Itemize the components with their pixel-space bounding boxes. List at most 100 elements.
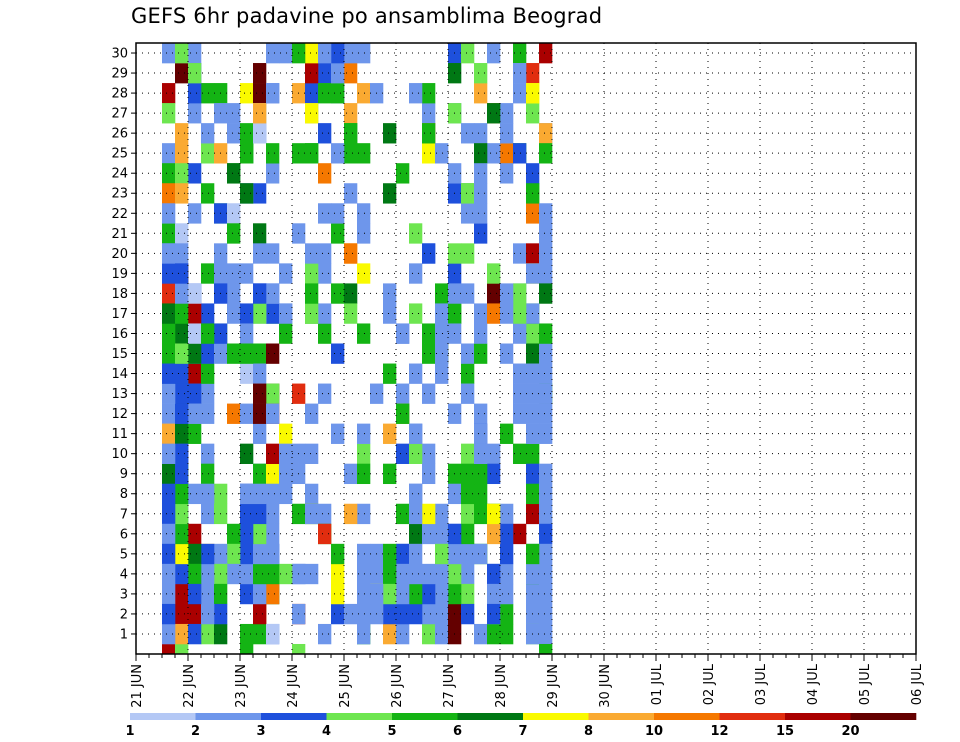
heatmap-cell [162, 303, 176, 324]
legend-swatch [195, 713, 262, 720]
heatmap-cell [539, 423, 553, 444]
y-tick-label: 27 [111, 107, 128, 122]
heatmap-cell [266, 143, 280, 164]
heatmap-cell [539, 503, 553, 525]
heatmap-cell [461, 243, 475, 264]
heatmap-cell [357, 463, 371, 485]
heatmap-cell [331, 343, 345, 364]
heatmap-cell [253, 183, 267, 204]
heatmap-cell [383, 303, 397, 324]
heatmap-cell [344, 243, 358, 264]
heatmap-cell [162, 643, 176, 655]
heatmap-cell [162, 323, 176, 344]
heatmap-cell [357, 323, 371, 344]
heatmap-cell [474, 63, 488, 84]
heatmap-cell [357, 603, 371, 625]
heatmap-cell [175, 643, 189, 655]
y-tick-label: 3 [120, 587, 128, 602]
heatmap-cell [357, 443, 371, 464]
heatmap-cell [279, 423, 293, 444]
heatmap-cell [201, 263, 215, 284]
heatmap-cell [331, 543, 345, 565]
heatmap-cell [240, 123, 254, 144]
heatmap-cell [175, 423, 189, 444]
y-tick-label: 17 [111, 307, 128, 322]
heatmap-cell [409, 423, 423, 444]
heatmap-cell [188, 163, 202, 184]
heatmap-cell [500, 503, 514, 525]
heatmap-cell [162, 463, 176, 485]
y-tick-label: 22 [111, 207, 128, 222]
y-tick-label: 24 [111, 167, 128, 182]
heatmap-cell [513, 143, 527, 164]
heatmap-cell [188, 403, 202, 424]
heatmap-cell [331, 63, 345, 84]
heatmap-cell [318, 263, 332, 284]
heatmap-cell [227, 523, 241, 545]
heatmap-cell [500, 103, 514, 124]
heatmap-cell [383, 583, 397, 605]
heatmap-cell [487, 603, 501, 625]
heatmap-cell [539, 383, 553, 404]
y-tick-label: 18 [111, 287, 128, 302]
heatmap-cell [461, 203, 475, 224]
heatmap-cell [383, 463, 397, 485]
heatmap-cell [188, 323, 202, 344]
legend-label: 20 [841, 724, 859, 739]
heatmap-cell [409, 523, 423, 545]
heatmap-cell [487, 503, 501, 525]
heatmap-cell [513, 523, 527, 545]
heatmap-cell [487, 143, 501, 164]
heatmap-cell [357, 223, 371, 244]
legend-label: 2 [191, 724, 200, 739]
heatmap-cell [461, 443, 475, 464]
heatmap-cell [266, 83, 280, 104]
heatmap-cell [240, 563, 254, 585]
heatmap-cell [435, 523, 449, 545]
heatmap-cell [253, 363, 267, 384]
heatmap-cell [474, 623, 488, 645]
x-tick-label: 28 JUN [494, 664, 509, 708]
heatmap-cell [175, 343, 189, 364]
heatmap-cell [253, 623, 267, 645]
heatmap-cell [487, 623, 501, 645]
heatmap-cell [461, 283, 475, 304]
heatmap-cell [461, 583, 475, 605]
heatmap-cell [175, 383, 189, 404]
heatmap-cell [474, 123, 488, 144]
heatmap-cell [474, 303, 488, 324]
heatmap-cell [474, 183, 488, 204]
x-tick-label: 01 JUL [650, 663, 665, 705]
heatmap-cell [344, 503, 358, 525]
heatmap-cell [162, 103, 176, 124]
heatmap-cell [500, 143, 514, 164]
heatmap-cell [396, 623, 410, 645]
heatmap-cell [305, 103, 319, 124]
heatmap-cell [539, 603, 553, 625]
heatmap-cell [305, 83, 319, 104]
heatmap-cell [266, 583, 280, 605]
heatmap-cell [461, 123, 475, 144]
heatmap-cell [474, 403, 488, 424]
heatmap-cell [240, 183, 254, 204]
heatmap-cell [227, 303, 241, 324]
heatmap-cell [474, 443, 488, 464]
heatmap-cell [201, 583, 215, 605]
heatmap-cell [253, 83, 267, 104]
heatmap-cell [175, 223, 189, 244]
heatmap-cell [344, 63, 358, 84]
heatmap-cell [318, 83, 332, 104]
heatmap-cell [175, 63, 189, 84]
heatmap-cell [344, 463, 358, 485]
heatmap-cell [188, 343, 202, 364]
heatmap-cell [318, 383, 332, 404]
heatmap-cell [201, 463, 215, 485]
heatmap-cell [305, 483, 319, 505]
x-tick-label: 02 JUL [702, 663, 717, 705]
heatmap-cell [357, 43, 371, 64]
y-tick-label: 21 [111, 227, 128, 242]
y-tick-label: 26 [111, 127, 128, 142]
heatmap-cell [188, 383, 202, 404]
heatmap-cell [162, 343, 176, 364]
heatmap-cell [162, 43, 176, 64]
